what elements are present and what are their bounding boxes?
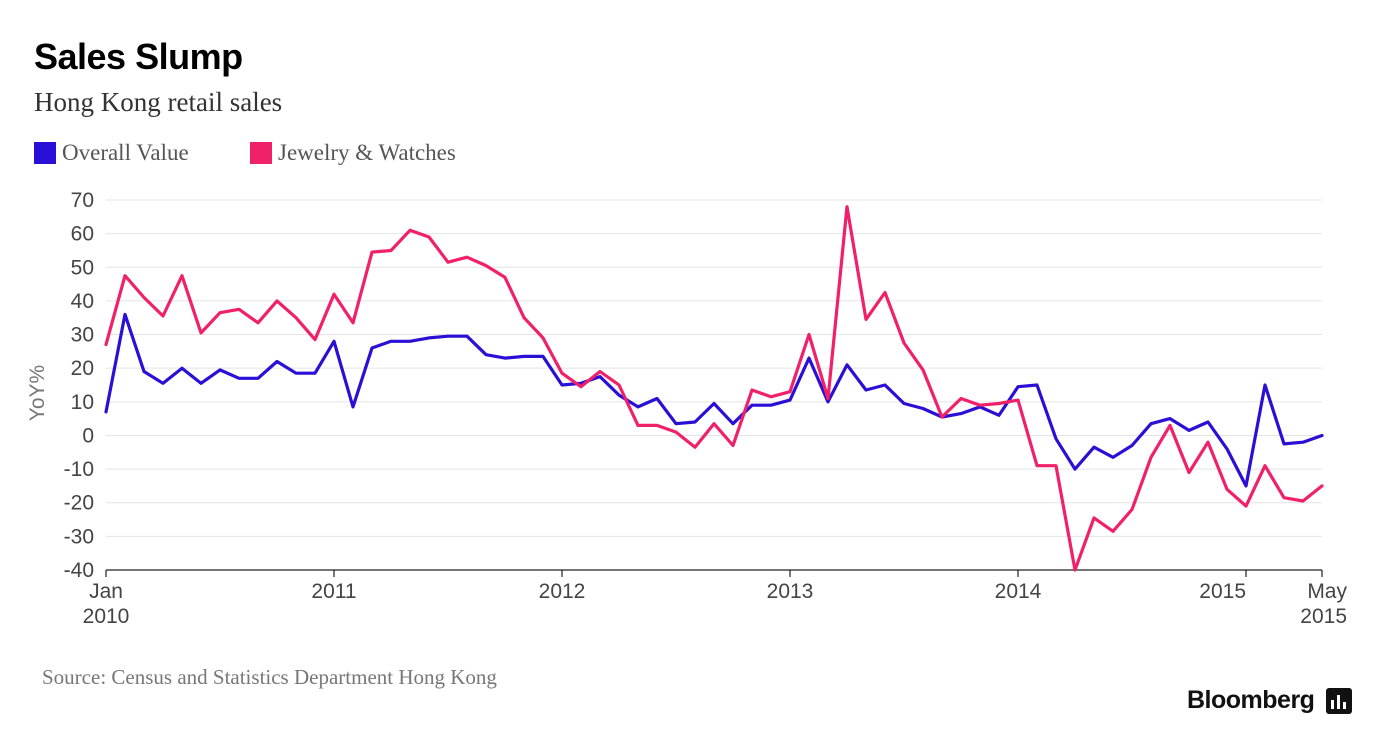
y-tick-label: 10 (71, 391, 94, 414)
legend-swatch-jewelry-watches (250, 142, 272, 164)
y-tick-label: 70 (71, 189, 94, 212)
y-tick-label: -30 (64, 525, 94, 548)
x-tick-label: 2012 (539, 580, 586, 603)
series-line-overall-value (104, 312, 1324, 488)
y-tick-label: -40 (64, 559, 94, 582)
bar-chart-icon (1326, 687, 1353, 714)
x-tick-label: 2013 (767, 580, 814, 603)
y-tick-label: 0 (82, 424, 94, 447)
y-tick-label: 30 (71, 324, 94, 347)
source-note: Source: Census and Statistics Department… (42, 665, 497, 689)
y-tick-label: 40 (71, 290, 94, 313)
x-tick-label: 2015 (1199, 580, 1246, 603)
series-line-jewelry-watches (104, 205, 1324, 572)
x-tick-label-year: 2015 (1300, 605, 1347, 628)
legend-label-overall-value: Overall Value (62, 140, 189, 165)
y-tick-label: 60 (71, 223, 94, 246)
y-tick-label: 50 (71, 256, 94, 279)
legend-label-jewelry-watches: Jewelry & Watches (278, 140, 456, 165)
y-axis-ticks: 70 60 50 40 30 20 10 0 -10 -20 -30 -40 (64, 189, 94, 582)
x-tick-label: May (1307, 580, 1347, 603)
x-tick-label: 2014 (995, 580, 1042, 603)
brand-name: Bloomberg (1187, 686, 1315, 714)
gridlines (106, 199, 1322, 571)
chart-title: Sales Slump (34, 36, 243, 77)
y-axis-label: YoY% (26, 365, 49, 421)
x-tick-label: Jan (89, 580, 123, 603)
legend-swatch-overall-value (34, 142, 56, 164)
y-tick-label: -10 (64, 458, 94, 481)
legend-item-jewelry-watches: Jewelry & Watches (250, 140, 456, 166)
series-lines (104, 205, 1324, 572)
x-tick-label-year: 2010 (83, 605, 130, 628)
legend-item-overall-value: Overall Value (34, 140, 189, 166)
x-tick-label: 2011 (311, 580, 356, 603)
chart-subtitle: Hong Kong retail sales (34, 87, 283, 117)
brand-logo: Bloomberg (1187, 686, 1353, 715)
y-tick-label: -20 (64, 492, 94, 515)
y-tick-label: 20 (71, 357, 94, 380)
